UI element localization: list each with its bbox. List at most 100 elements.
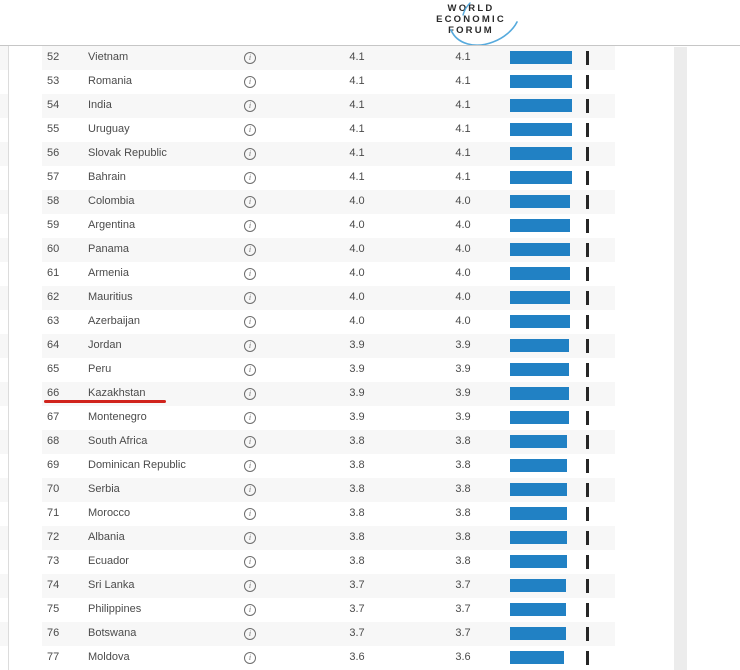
info-icon[interactable]: i bbox=[244, 124, 256, 136]
table-row[interactable]: 75 Philippines i 3.7 3.7 bbox=[42, 598, 615, 622]
score-bar[interactable] bbox=[510, 195, 570, 208]
score-cell-2: 3.7 bbox=[455, 627, 471, 639]
table-row[interactable]: 71 Morocco i 3.8 3.8 bbox=[42, 502, 615, 526]
info-icon[interactable]: i bbox=[244, 268, 256, 280]
info-icon[interactable]: i bbox=[244, 460, 256, 472]
info-icon[interactable]: i bbox=[244, 388, 256, 400]
score-bar[interactable] bbox=[510, 387, 569, 400]
score-cell-2: 3.9 bbox=[455, 411, 471, 423]
info-icon[interactable]: i bbox=[244, 292, 256, 304]
score-bar[interactable] bbox=[510, 99, 572, 112]
info-icon[interactable]: i bbox=[244, 76, 256, 88]
info-icon[interactable]: i bbox=[244, 556, 256, 568]
table-row[interactable]: 74 Sri Lanka i 3.7 3.7 bbox=[42, 574, 615, 598]
rank-cell: 59 bbox=[47, 219, 60, 231]
score-bar[interactable] bbox=[510, 219, 570, 232]
score-bar[interactable] bbox=[510, 339, 569, 352]
score-bar[interactable] bbox=[510, 603, 566, 616]
score-cell: 4.1 bbox=[349, 123, 365, 135]
info-icon[interactable]: i bbox=[244, 580, 256, 592]
info-icon[interactable]: i bbox=[244, 244, 256, 256]
table-row[interactable]: 57 Bahrain i 4.1 4.1 bbox=[42, 166, 615, 190]
reference-tick-icon bbox=[586, 171, 589, 185]
table-row[interactable]: 72 Albania i 3.8 3.8 bbox=[42, 526, 615, 550]
info-icon[interactable]: i bbox=[244, 412, 256, 424]
score-bar[interactable] bbox=[510, 555, 567, 568]
score-bar[interactable] bbox=[510, 147, 572, 160]
table-row[interactable]: 62 Mauritius i 4.0 4.0 bbox=[42, 286, 615, 310]
table-row[interactable]: 65 Peru i 3.9 3.9 bbox=[42, 358, 615, 382]
score-bar[interactable] bbox=[510, 51, 572, 64]
score-bar[interactable] bbox=[510, 411, 569, 424]
rank-cell: 63 bbox=[47, 315, 60, 327]
table-row[interactable]: 77 Moldova i 3.6 3.6 bbox=[42, 646, 615, 670]
reference-tick-icon bbox=[586, 411, 589, 425]
score-bar[interactable] bbox=[510, 171, 572, 184]
info-icon[interactable]: i bbox=[244, 604, 256, 616]
info-icon[interactable]: i bbox=[244, 508, 256, 520]
table-row[interactable]: 54 India i 4.1 4.1 bbox=[42, 94, 615, 118]
country-cell: Peru bbox=[88, 363, 112, 375]
score-bar[interactable] bbox=[510, 627, 566, 640]
country-cell: South Africa bbox=[88, 435, 148, 447]
table-row[interactable]: 63 Azerbaijan i 4.0 4.0 bbox=[42, 310, 615, 334]
table-row[interactable]: 53 Romania i 4.1 4.1 bbox=[42, 70, 615, 94]
score-bar[interactable] bbox=[510, 363, 569, 376]
table-row[interactable]: 59 Argentina i 4.0 4.0 bbox=[42, 214, 615, 238]
scroll-track[interactable] bbox=[674, 47, 687, 670]
score-bar[interactable] bbox=[510, 435, 567, 448]
table-row[interactable]: 52 Vietnam i 4.1 4.1 bbox=[42, 46, 615, 70]
table-row[interactable]: 58 Colombia i 4.0 4.0 bbox=[42, 190, 615, 214]
info-icon[interactable]: i bbox=[244, 172, 256, 184]
reference-tick-icon bbox=[586, 267, 589, 281]
info-icon[interactable]: i bbox=[244, 340, 256, 352]
country-cell: Botswana bbox=[88, 627, 137, 639]
score-cell: 4.1 bbox=[349, 99, 365, 111]
country-cell: Moldova bbox=[88, 651, 130, 663]
reference-tick-icon bbox=[586, 387, 589, 401]
info-icon[interactable]: i bbox=[244, 628, 256, 640]
reference-tick-icon bbox=[586, 531, 589, 545]
table-row[interactable]: 73 Ecuador i 3.8 3.8 bbox=[42, 550, 615, 574]
score-bar[interactable] bbox=[510, 315, 570, 328]
score-bar[interactable] bbox=[510, 651, 564, 664]
score-bar[interactable] bbox=[510, 267, 570, 280]
score-bar[interactable] bbox=[510, 579, 566, 592]
info-icon[interactable]: i bbox=[244, 148, 256, 160]
score-cell-2: 3.7 bbox=[455, 603, 471, 615]
rank-cell: 62 bbox=[47, 291, 60, 303]
info-icon[interactable]: i bbox=[244, 220, 256, 232]
score-bar[interactable] bbox=[510, 507, 567, 520]
table-row[interactable]: 64 Jordan i 3.9 3.9 bbox=[42, 334, 615, 358]
table-row[interactable]: 70 Serbia i 3.8 3.8 bbox=[42, 478, 615, 502]
info-icon[interactable]: i bbox=[244, 196, 256, 208]
score-bar[interactable] bbox=[510, 531, 567, 544]
info-icon[interactable]: i bbox=[244, 652, 256, 664]
table-row[interactable]: 60 Panama i 4.0 4.0 bbox=[42, 238, 615, 262]
table-row[interactable]: 68 South Africa i 3.8 3.8 bbox=[42, 430, 615, 454]
country-cell: Serbia bbox=[88, 483, 120, 495]
info-icon[interactable]: i bbox=[244, 364, 256, 376]
table-row[interactable]: 76 Botswana i 3.7 3.7 bbox=[42, 622, 615, 646]
table-row[interactable]: 67 Montenegro i 3.9 3.9 bbox=[42, 406, 615, 430]
table-row[interactable]: 55 Uruguay i 4.1 4.1 bbox=[42, 118, 615, 142]
score-bar[interactable] bbox=[510, 75, 572, 88]
table-row[interactable]: 69 Dominican Republic i 3.8 3.8 bbox=[42, 454, 615, 478]
info-icon[interactable]: i bbox=[244, 316, 256, 328]
info-icon[interactable]: i bbox=[244, 532, 256, 544]
score-bar[interactable] bbox=[510, 483, 567, 496]
table-row[interactable]: 61 Armenia i 4.0 4.0 bbox=[42, 262, 615, 286]
score-bar[interactable] bbox=[510, 123, 572, 136]
info-icon[interactable]: i bbox=[244, 100, 256, 112]
rank-cell: 60 bbox=[47, 243, 60, 255]
score-bar[interactable] bbox=[510, 459, 567, 472]
wef-logo-line-3: FORUM bbox=[448, 25, 494, 36]
info-icon[interactable]: i bbox=[244, 484, 256, 496]
score-bar[interactable] bbox=[510, 291, 570, 304]
score-cell: 4.0 bbox=[349, 195, 365, 207]
score-bar[interactable] bbox=[510, 243, 570, 256]
info-icon[interactable]: i bbox=[244, 52, 256, 64]
info-icon[interactable]: i bbox=[244, 436, 256, 448]
table-row[interactable]: 56 Slovak Republic i 4.1 4.1 bbox=[42, 142, 615, 166]
rank-cell: 69 bbox=[47, 459, 60, 471]
